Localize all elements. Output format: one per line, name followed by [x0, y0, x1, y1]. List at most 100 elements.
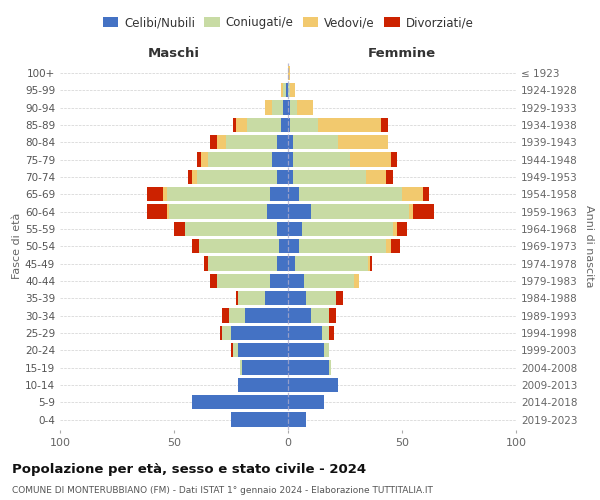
Bar — [354, 274, 359, 288]
Bar — [368, 256, 370, 270]
Bar — [329, 360, 331, 374]
Bar — [277, 222, 288, 236]
Bar — [288, 187, 299, 202]
Bar — [288, 360, 329, 374]
Bar — [236, 291, 238, 306]
Bar — [208, 152, 272, 166]
Bar — [192, 239, 199, 254]
Bar — [268, 204, 288, 218]
Bar — [288, 308, 311, 322]
Bar — [167, 187, 270, 202]
Bar — [242, 360, 288, 374]
Bar — [288, 291, 306, 306]
Bar — [240, 360, 242, 374]
Bar — [409, 204, 413, 218]
Bar — [163, 187, 167, 202]
Bar — [288, 256, 295, 270]
Y-axis label: Fasce di età: Fasce di età — [12, 213, 22, 280]
Bar — [288, 222, 302, 236]
Bar — [311, 204, 409, 218]
Bar — [286, 83, 288, 98]
Bar — [288, 83, 290, 98]
Bar — [329, 326, 334, 340]
Bar — [290, 100, 297, 114]
Bar — [311, 308, 329, 322]
Bar — [304, 274, 354, 288]
Bar — [288, 326, 322, 340]
Bar — [283, 100, 288, 114]
Bar — [220, 326, 222, 340]
Bar — [245, 308, 288, 322]
Bar — [174, 222, 185, 236]
Bar — [397, 222, 407, 236]
Bar — [231, 412, 288, 426]
Bar — [146, 187, 163, 202]
Bar — [265, 291, 288, 306]
Bar — [336, 291, 343, 306]
Bar — [199, 239, 279, 254]
Bar — [197, 152, 202, 166]
Bar — [293, 170, 365, 184]
Bar — [288, 378, 338, 392]
Bar — [238, 291, 265, 306]
Legend: Celibi/Nubili, Coniugati/e, Vedovi/e, Divorziati/e: Celibi/Nubili, Coniugati/e, Vedovi/e, Di… — [98, 12, 478, 34]
Bar — [288, 412, 306, 426]
Bar — [295, 256, 368, 270]
Bar — [203, 256, 208, 270]
Bar — [365, 170, 386, 184]
Bar — [222, 308, 229, 322]
Bar — [322, 326, 329, 340]
Y-axis label: Anni di nascita: Anni di nascita — [584, 205, 594, 288]
Bar — [299, 187, 402, 202]
Bar — [281, 83, 283, 98]
Text: Maschi: Maschi — [148, 47, 200, 60]
Bar — [391, 152, 397, 166]
Bar — [188, 170, 192, 184]
Bar — [413, 204, 434, 218]
Bar — [288, 343, 325, 357]
Text: COMUNE DI MONTERUBBIANO (FM) - Dati ISTAT 1° gennaio 2024 - Elaborazione TUTTITA: COMUNE DI MONTERUBBIANO (FM) - Dati ISTA… — [12, 486, 433, 495]
Bar — [281, 118, 288, 132]
Bar — [169, 204, 268, 218]
Bar — [231, 343, 233, 357]
Bar — [288, 152, 293, 166]
Bar — [236, 118, 247, 132]
Bar — [197, 170, 277, 184]
Bar — [325, 343, 329, 357]
Bar — [238, 343, 288, 357]
Text: Femmine: Femmine — [368, 47, 436, 60]
Bar — [192, 170, 197, 184]
Bar — [391, 239, 400, 254]
Bar — [222, 326, 231, 340]
Bar — [229, 308, 245, 322]
Bar — [290, 118, 317, 132]
Bar — [288, 239, 299, 254]
Bar — [277, 256, 288, 270]
Bar — [329, 308, 336, 322]
Bar — [350, 152, 391, 166]
Bar — [185, 222, 277, 236]
Bar — [288, 135, 293, 150]
Bar — [202, 152, 208, 166]
Bar — [382, 118, 388, 132]
Bar — [238, 378, 288, 392]
Bar — [288, 204, 311, 218]
Bar — [317, 118, 382, 132]
Bar — [393, 222, 397, 236]
Bar — [247, 118, 281, 132]
Bar — [208, 256, 277, 270]
Bar — [288, 274, 304, 288]
Bar — [293, 135, 338, 150]
Bar — [279, 239, 288, 254]
Bar — [211, 274, 217, 288]
Bar — [272, 100, 283, 114]
Bar — [265, 100, 272, 114]
Bar — [288, 118, 290, 132]
Bar — [233, 118, 236, 132]
Bar — [288, 66, 290, 80]
Text: Popolazione per età, sesso e stato civile - 2024: Popolazione per età, sesso e stato civil… — [12, 462, 366, 475]
Bar — [233, 343, 238, 357]
Bar — [288, 100, 290, 114]
Bar — [231, 326, 288, 340]
Bar — [270, 187, 288, 202]
